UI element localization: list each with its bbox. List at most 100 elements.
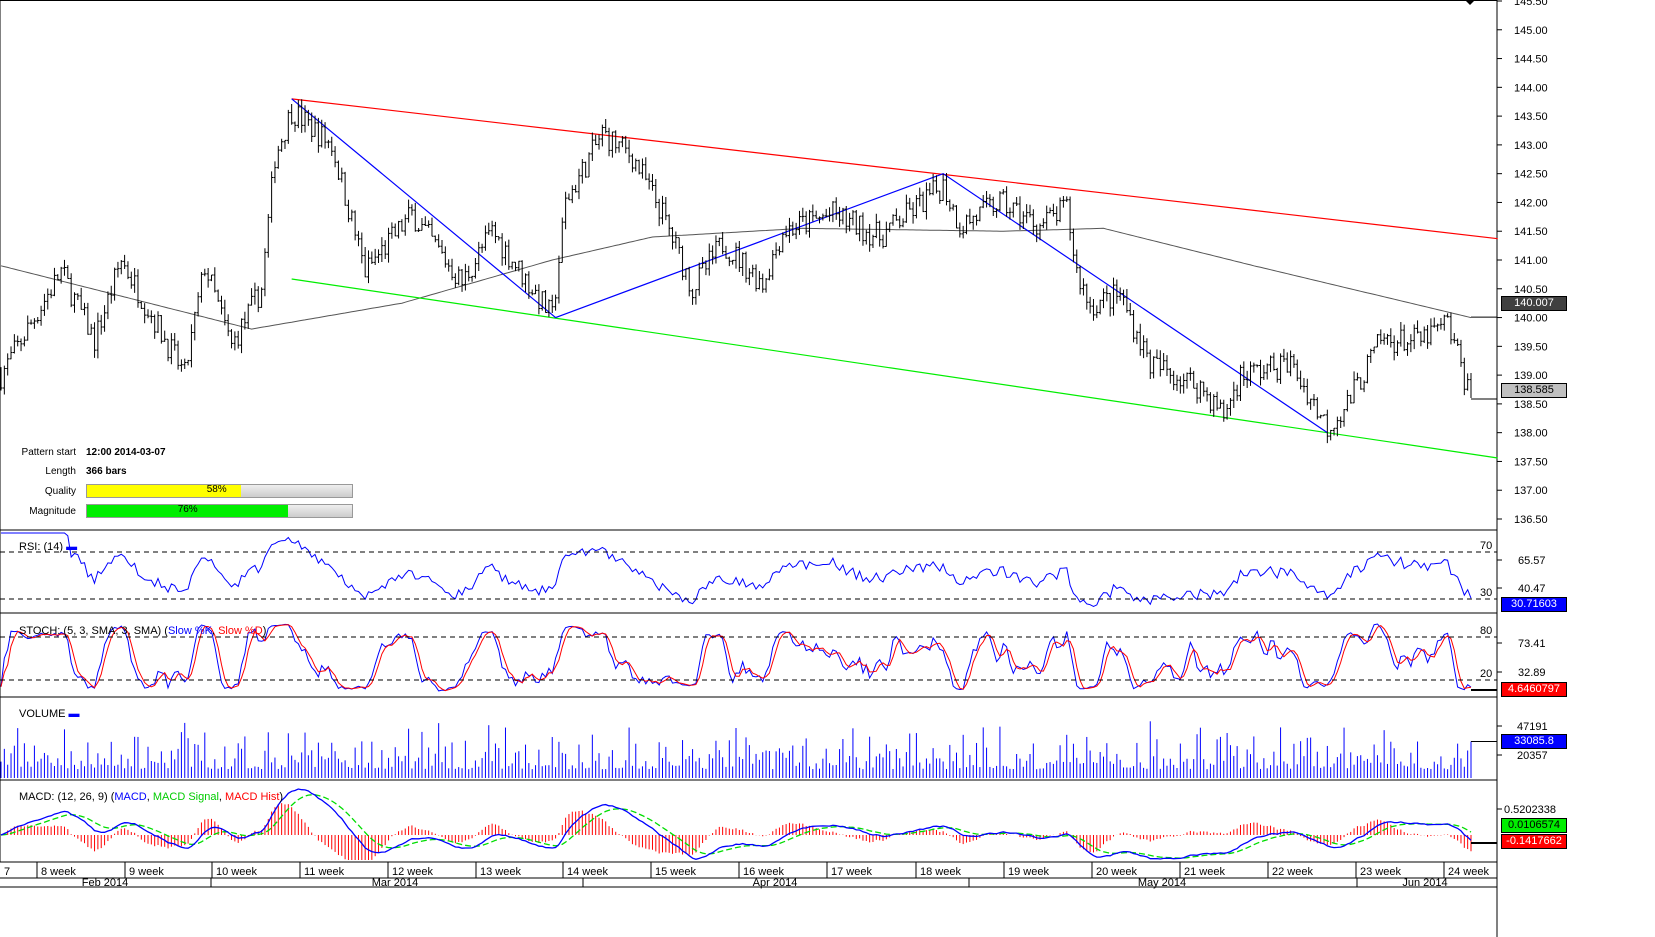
price-bar [1429, 318, 1433, 346]
week-label: 23 week [1360, 866, 1401, 878]
price-bar [1349, 394, 1353, 404]
price-bar [310, 112, 314, 143]
price-bar [1352, 371, 1356, 404]
price-bar [1155, 349, 1159, 359]
price-bar [938, 190, 942, 204]
price-bar [1008, 207, 1012, 220]
price-bar [978, 206, 982, 222]
price-bar [934, 175, 938, 194]
price-bar [848, 212, 852, 232]
price-bar [166, 338, 170, 362]
price-bar [1001, 188, 1005, 195]
price-bar [49, 289, 53, 299]
price-bar [594, 134, 598, 146]
price-bar [734, 242, 738, 269]
price-bar [991, 196, 995, 217]
volume-tick-label: 20357 [1517, 750, 1548, 762]
week-label: 19 week [1008, 866, 1049, 878]
price-bar [1031, 209, 1035, 235]
price-bar [640, 158, 644, 179]
price-bar [427, 220, 431, 228]
stoch-tick-label: 73.41 [1518, 638, 1546, 650]
quality-label: Quality [44, 486, 76, 497]
price-bar [771, 250, 775, 280]
price-bar [1205, 387, 1209, 402]
price-bar [1212, 394, 1216, 417]
month-label: Apr 2014 [753, 877, 798, 889]
price-bar [403, 214, 407, 236]
price-bar [1312, 393, 1316, 407]
price-bar [580, 159, 584, 184]
rsi-line [1, 532, 1472, 608]
price-bar [517, 260, 521, 272]
price-bar [1319, 414, 1323, 419]
price-bar [1315, 397, 1319, 420]
price-bar [1456, 338, 1460, 347]
price-bar [423, 216, 427, 227]
price-bar [323, 122, 327, 149]
price-bar [681, 245, 685, 281]
price-bar [684, 268, 688, 280]
price-bar [1422, 326, 1426, 343]
month-label: May 2014 [1138, 877, 1186, 889]
price-bar [89, 323, 93, 335]
price-bar [1362, 380, 1366, 393]
price-bar [1255, 364, 1259, 368]
ma-value-tag: 140.007 [1501, 296, 1567, 311]
price-bar [1452, 333, 1456, 344]
price-bar [129, 271, 133, 289]
week-label: 21 week [1184, 866, 1225, 878]
price-bar [881, 234, 885, 249]
price-bar [1272, 352, 1276, 371]
price-bar [123, 254, 127, 270]
price-bar [0, 367, 3, 391]
price-bar [1078, 265, 1082, 295]
price-bar [356, 230, 360, 247]
price-bar [346, 199, 350, 223]
price-bar [163, 330, 167, 342]
rsi-value-tag: 30.71603 [1501, 597, 1567, 612]
y-tick-label: 140.50 [1514, 284, 1548, 296]
price-bar [1102, 288, 1105, 309]
price-bar [1242, 361, 1246, 387]
price-bar [353, 210, 357, 241]
price-bar [16, 335, 20, 347]
price-bar [1466, 373, 1470, 391]
price-bar [290, 104, 294, 125]
y-tick-label: 140.00 [1514, 313, 1548, 325]
price-bar [1005, 186, 1009, 217]
price-bar [443, 246, 447, 268]
price-bar [914, 195, 918, 219]
price-bar [894, 208, 898, 221]
price-bar [1162, 353, 1166, 371]
price-bar [537, 284, 541, 315]
macd-tick-label: 0.5202338 [1504, 804, 1556, 816]
price-bar [213, 267, 217, 293]
price-bar [1285, 352, 1289, 373]
price-bar [1025, 204, 1029, 224]
price-bar [1339, 416, 1343, 429]
price-bar [864, 229, 868, 245]
price-bar [544, 290, 548, 313]
price-bar [186, 359, 190, 366]
price-bar [694, 289, 698, 305]
price-bar [1238, 364, 1242, 401]
price-bar [1222, 399, 1226, 422]
price-bar [1335, 416, 1339, 437]
price-bar [1158, 350, 1162, 377]
price-bar [567, 193, 571, 201]
price-bar [1436, 323, 1440, 332]
macd-line [0, 788, 1472, 860]
price-bar [1168, 368, 1172, 384]
price-bar [831, 201, 835, 223]
price-bar [503, 241, 507, 266]
price-bar [1385, 333, 1389, 345]
price-bar [1446, 313, 1450, 318]
price-bar [647, 173, 651, 190]
macd-signal-value-tag: 0.0106574 [1501, 818, 1567, 833]
price-bar [193, 311, 197, 341]
price-bar [1091, 299, 1095, 321]
price-bar [801, 207, 805, 222]
y-tick-label: 137.50 [1514, 456, 1548, 468]
